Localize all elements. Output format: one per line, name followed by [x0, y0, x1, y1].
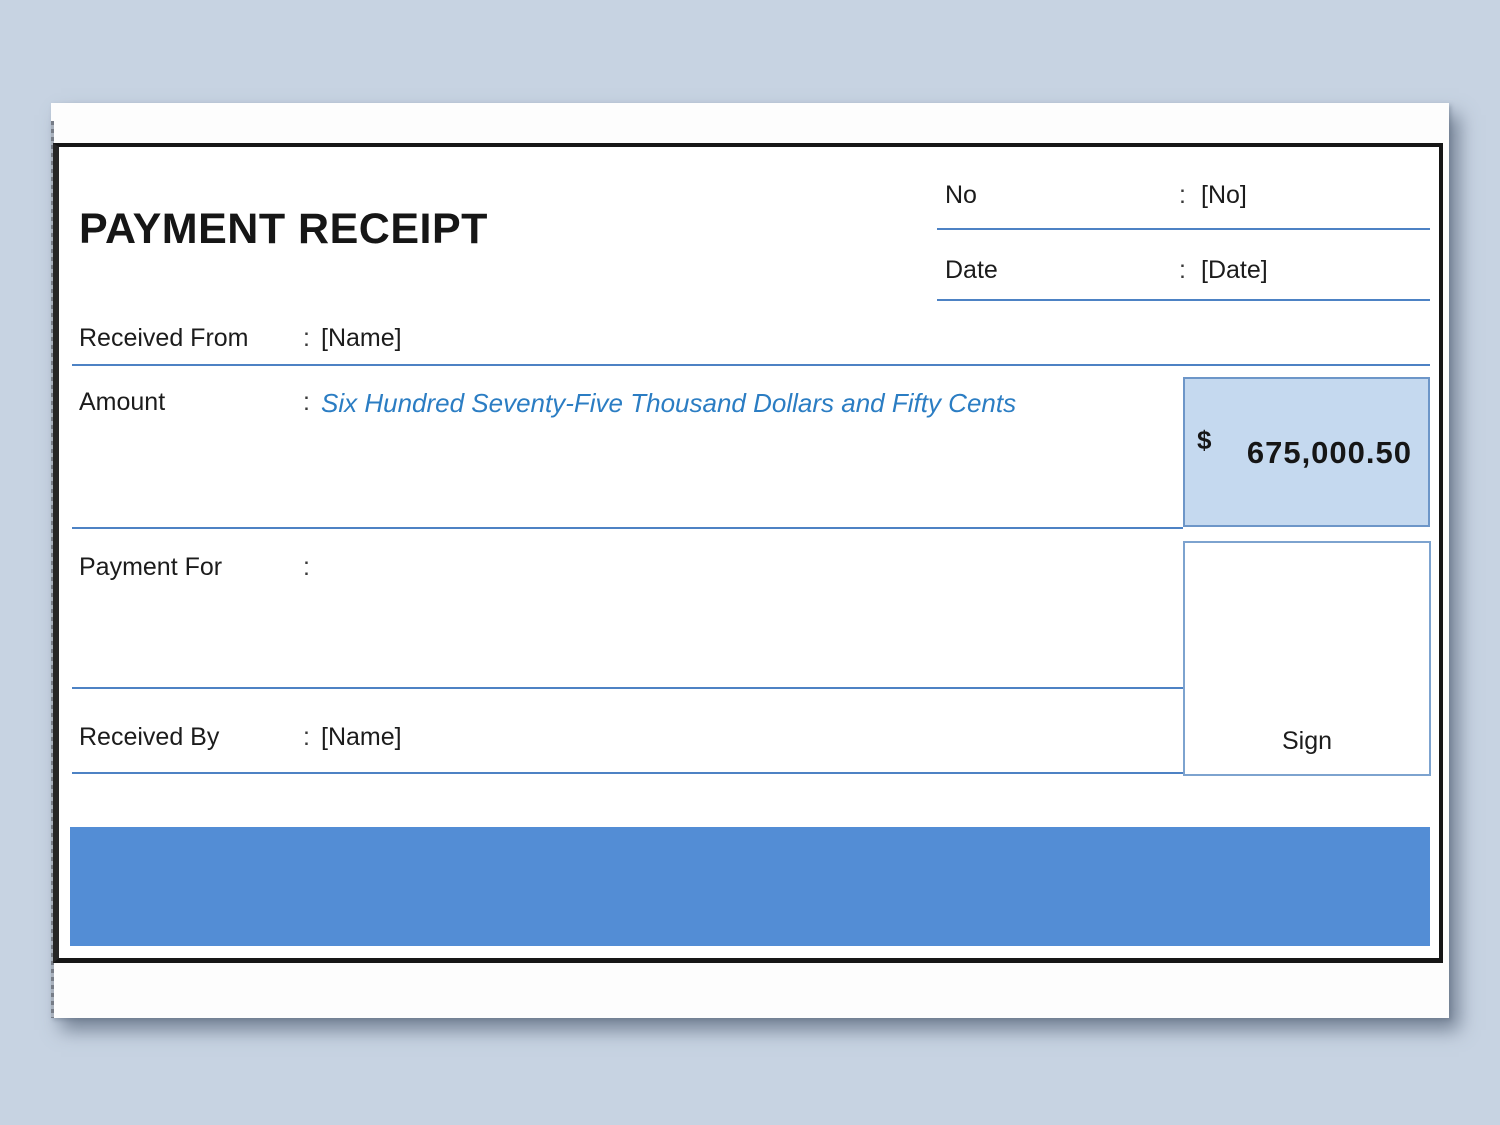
- no-value[interactable]: [No]: [1201, 181, 1247, 209]
- received-from-label: Received From: [79, 324, 249, 352]
- received-from-row: Received From : [Name]: [72, 313, 1430, 366]
- page-left-edge: [51, 121, 54, 1018]
- signature-box[interactable]: Sign: [1183, 541, 1431, 776]
- amount-box[interactable]: $ 675,000.50: [1183, 377, 1430, 527]
- amount-row: Amount : Six Hundred Seventy-Five Thousa…: [72, 366, 1183, 529]
- currency-symbol: $: [1197, 425, 1212, 455]
- date-colon: :: [1179, 256, 1186, 284]
- amount-label: Amount: [79, 388, 166, 416]
- amount-value[interactable]: 675,000.50: [1246, 435, 1412, 470]
- payment-for-label: Payment For: [79, 553, 223, 581]
- payment-receipt-card: PAYMENT RECEIPT No : [No] Date : [Date] …: [53, 143, 1443, 963]
- received-by-value[interactable]: [Name]: [321, 723, 402, 751]
- amount-colon: :: [303, 388, 310, 416]
- received-by-label: Received By: [79, 723, 220, 751]
- no-colon: :: [1179, 181, 1186, 209]
- date-label: Date: [945, 256, 998, 284]
- no-field-row: No : [No]: [937, 147, 1430, 230]
- received-from-value[interactable]: [Name]: [321, 324, 402, 352]
- meta-block: No : [No] Date : [Date]: [937, 147, 1430, 301]
- footer-accent-bar: [70, 827, 1430, 946]
- date-value[interactable]: [Date]: [1201, 256, 1268, 284]
- received-by-row: Received By : [Name]: [72, 689, 1183, 774]
- sign-label: Sign: [1281, 727, 1333, 755]
- no-label: No: [945, 181, 977, 209]
- page-title: PAYMENT RECEIPT: [79, 205, 488, 253]
- received-from-colon: :: [303, 324, 310, 352]
- payment-for-row: Payment For :: [72, 529, 1183, 689]
- document-page: PAYMENT RECEIPT No : [No] Date : [Date] …: [51, 103, 1449, 1018]
- received-by-colon: :: [303, 723, 310, 751]
- date-field-row: Date : [Date]: [937, 230, 1430, 301]
- payment-for-colon: :: [303, 553, 310, 581]
- amount-in-words[interactable]: Six Hundred Seventy-Five Thousand Dollar…: [321, 388, 1017, 418]
